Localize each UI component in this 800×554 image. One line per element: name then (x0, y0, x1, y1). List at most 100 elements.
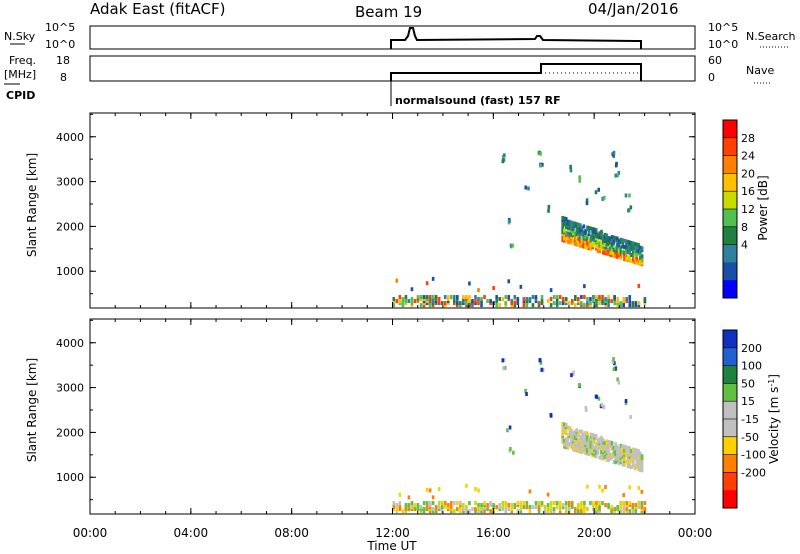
data-cell (401, 297, 405, 302)
data-cell (564, 422, 568, 427)
data-cell (635, 260, 639, 265)
data-cell (640, 460, 644, 465)
data-cell (509, 243, 513, 248)
data-cell (584, 407, 588, 412)
data-cell (501, 501, 504, 506)
data-cell (489, 509, 492, 514)
data-cell (404, 505, 408, 510)
data-cell (422, 501, 426, 506)
data-cell (610, 235, 614, 240)
data-cell (619, 449, 623, 454)
data-cell (586, 239, 589, 244)
data-cell (605, 233, 609, 238)
nsky-tick-top: 10^5 (45, 21, 75, 34)
data-cell (540, 367, 544, 372)
data-cell (643, 299, 647, 304)
data-cell (595, 299, 598, 304)
data-cell (459, 505, 462, 510)
data-cell (607, 295, 610, 300)
nsky-panel-frame (89, 25, 696, 50)
data-cell (628, 250, 632, 255)
freq-label-1: Freq. (9, 54, 36, 67)
data-cell (401, 303, 405, 308)
nave-tick-bottom: 0 (708, 71, 715, 84)
data-cell (614, 173, 618, 178)
data-cell (593, 227, 596, 232)
data-cell (573, 231, 577, 236)
data-cell (619, 249, 623, 254)
data-cell (603, 446, 607, 451)
data-cell (619, 239, 623, 244)
data-cell (587, 230, 591, 235)
data-cell (580, 433, 584, 438)
data-cell (410, 303, 414, 308)
data-cell (607, 441, 610, 446)
data-cell (456, 303, 459, 308)
velocity-colorbar-frame (722, 329, 738, 509)
data-cell (579, 223, 582, 228)
data-cell (643, 501, 647, 506)
nave-label: Nave (746, 64, 774, 77)
data-cell (612, 447, 616, 452)
data-cell (431, 276, 435, 281)
data-cell (583, 509, 586, 514)
data-cell (579, 445, 582, 450)
data-cell (594, 444, 598, 449)
data-cell (568, 226, 572, 231)
data-cell (586, 245, 589, 250)
data-cell (577, 505, 580, 510)
colorbar-segment (723, 209, 737, 228)
data-cell (598, 445, 602, 450)
data-cell (640, 262, 644, 267)
colorbar-segment (723, 472, 737, 491)
data-cell (428, 488, 432, 493)
data-cell (574, 507, 577, 512)
data-cell (573, 445, 577, 450)
data-cell (582, 438, 586, 443)
data-cell (635, 248, 639, 253)
data-cell (607, 454, 610, 459)
data-cell (582, 432, 586, 437)
data-cell (468, 501, 471, 506)
data-cell (582, 230, 586, 235)
data-cell (509, 446, 512, 451)
freq-panel-frame (89, 55, 696, 82)
data-cell (570, 434, 573, 439)
data-cell (592, 501, 595, 506)
data-cell (592, 503, 595, 508)
data-cell (630, 455, 633, 460)
data-cell (612, 253, 616, 258)
data-cell (589, 240, 593, 245)
data-cell (564, 503, 568, 508)
colorbar-segment (723, 436, 737, 456)
data-cell (563, 230, 566, 235)
data-cell (603, 236, 607, 241)
data-cell (489, 503, 492, 508)
data-cell (630, 253, 633, 258)
data-cell (626, 245, 630, 250)
data-cell (513, 299, 517, 304)
data-cell (589, 442, 593, 447)
data-cell (579, 243, 582, 248)
data-cell (465, 483, 468, 488)
data-cell (612, 357, 615, 362)
velocity-y-axis-label: Slant Range [km] (25, 358, 39, 462)
colorbar-segment (723, 419, 737, 438)
data-cell (598, 509, 601, 514)
data-cell (537, 501, 541, 506)
data-cell (619, 459, 623, 464)
data-cell (617, 453, 621, 458)
data-cell (570, 234, 573, 239)
data-cell (614, 248, 617, 253)
data-cell (580, 227, 584, 232)
data-cell (643, 297, 647, 302)
data-cell (495, 295, 498, 300)
colorbar-tick-label: 12 (741, 203, 755, 216)
data-cell (428, 501, 432, 506)
data-cell (512, 450, 515, 455)
data-cell (630, 459, 633, 464)
data-cell (404, 295, 408, 300)
data-cell (628, 485, 632, 490)
data-cell (604, 503, 607, 508)
data-cell (410, 503, 414, 508)
